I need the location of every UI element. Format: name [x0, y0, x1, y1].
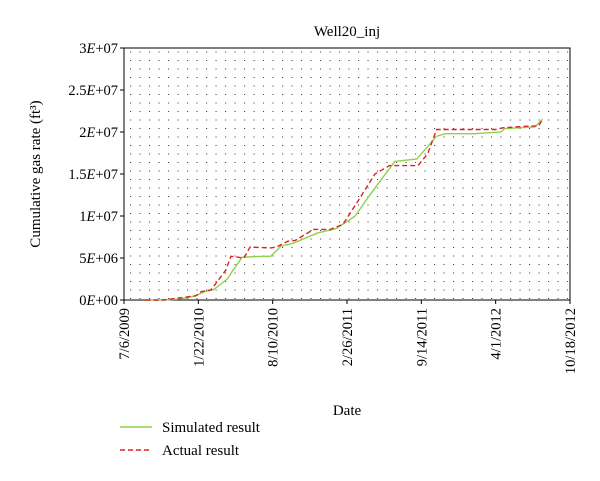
y-tick-label: 3E+07 — [79, 41, 118, 57]
x-tick-label: 4/1/2012 — [489, 308, 505, 360]
x-tick-label: 2/26/2011 — [340, 308, 356, 366]
x-tick-label: 1/22/2010 — [191, 308, 207, 367]
y-tick-label: 1.5E+07 — [68, 167, 118, 183]
y-tick-label: 5E+06 — [79, 251, 118, 267]
y-tick-label: 1E+07 — [79, 209, 118, 225]
x-tick-label: 10/18/2012 — [563, 308, 579, 374]
series-layer — [145, 118, 544, 301]
series-line-actual — [145, 119, 544, 301]
x-tick-label: 7/6/2009 — [117, 308, 133, 360]
y-tick-label: 0E+00 — [79, 293, 118, 309]
x-tick-label: 9/14/2011 — [414, 308, 430, 366]
grid-dots — [130, 51, 569, 300]
x-axis-label: Date — [333, 403, 362, 419]
y-tick-label: 2E+07 — [79, 125, 118, 141]
x-tick-label: 8/10/2010 — [266, 308, 282, 367]
y-tick-labels: 0E+00 5E+06 1E+07 1.5E+07 2E+07 2.5E+07 3E+07 — [68, 41, 124, 309]
legend-label: Actual result — [162, 443, 240, 459]
plot-frame — [123, 47, 571, 301]
legend-label: Simulated result — [162, 420, 261, 436]
y-axis-label: Cumulative gas rate (ft³) — [28, 100, 44, 247]
x-tick-labels: 7/6/2009 1/22/2010 8/10/2010 2/26/2011 9/14/… — [117, 300, 579, 374]
y-tick-label: 2.5E+07 — [68, 83, 118, 99]
legend: Simulated result Actual result — [120, 420, 261, 459]
series-line-simulated — [145, 118, 543, 301]
grid — [130, 51, 569, 300]
chart-title: Well20_inj — [314, 24, 380, 40]
